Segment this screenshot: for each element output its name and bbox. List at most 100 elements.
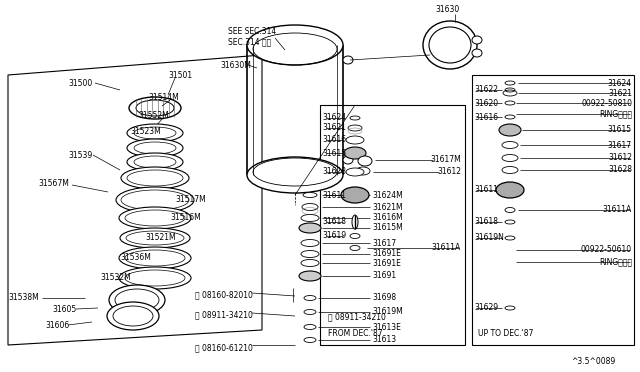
Ellipse shape bbox=[301, 215, 319, 221]
Ellipse shape bbox=[356, 167, 370, 175]
Text: 31532M: 31532M bbox=[100, 273, 131, 282]
Text: 31698: 31698 bbox=[372, 294, 396, 302]
Ellipse shape bbox=[350, 116, 360, 120]
Text: 31691E: 31691E bbox=[372, 250, 401, 259]
Ellipse shape bbox=[505, 81, 515, 85]
Ellipse shape bbox=[301, 240, 319, 247]
Ellipse shape bbox=[472, 36, 482, 44]
Text: 31620: 31620 bbox=[474, 99, 498, 108]
Ellipse shape bbox=[299, 271, 321, 281]
Text: 31616: 31616 bbox=[474, 112, 498, 122]
Ellipse shape bbox=[116, 187, 194, 213]
Ellipse shape bbox=[120, 228, 190, 248]
Text: 31615M: 31615M bbox=[372, 224, 403, 232]
Ellipse shape bbox=[301, 260, 319, 266]
Text: 31624: 31624 bbox=[322, 113, 346, 122]
Text: FROM DEC.'87: FROM DEC.'87 bbox=[328, 328, 383, 337]
Text: 31536M: 31536M bbox=[120, 253, 151, 263]
Ellipse shape bbox=[505, 236, 515, 240]
Ellipse shape bbox=[127, 124, 183, 142]
Ellipse shape bbox=[127, 139, 183, 157]
Ellipse shape bbox=[343, 56, 353, 64]
Text: 31615: 31615 bbox=[608, 125, 632, 135]
Text: 31500: 31500 bbox=[68, 78, 92, 87]
Text: 31523M: 31523M bbox=[130, 128, 161, 137]
Ellipse shape bbox=[109, 285, 165, 315]
Text: UP TO DEC.'87: UP TO DEC.'87 bbox=[478, 328, 533, 337]
Text: 31606: 31606 bbox=[45, 321, 69, 330]
Ellipse shape bbox=[303, 192, 317, 198]
Text: 31618: 31618 bbox=[322, 218, 346, 227]
Ellipse shape bbox=[341, 187, 369, 203]
Text: 31611A: 31611A bbox=[432, 244, 461, 253]
Ellipse shape bbox=[121, 167, 189, 189]
Text: Ⓑ 08160-82010: Ⓑ 08160-82010 bbox=[195, 291, 253, 299]
Text: Ⓑ 08160-61210: Ⓑ 08160-61210 bbox=[195, 343, 253, 353]
Text: SEE SEC.314: SEE SEC.314 bbox=[228, 28, 276, 36]
Ellipse shape bbox=[505, 188, 515, 192]
Text: 31612: 31612 bbox=[608, 154, 632, 163]
Ellipse shape bbox=[505, 306, 515, 310]
Text: 31613: 31613 bbox=[372, 336, 396, 344]
Text: Ⓝ 08911-34210: Ⓝ 08911-34210 bbox=[328, 312, 386, 321]
Ellipse shape bbox=[496, 182, 524, 198]
Text: 31539: 31539 bbox=[68, 151, 92, 160]
Ellipse shape bbox=[423, 21, 477, 69]
Text: 31616: 31616 bbox=[322, 135, 346, 144]
Ellipse shape bbox=[127, 153, 183, 171]
Bar bbox=[320, 105, 465, 345]
Text: 31628: 31628 bbox=[322, 167, 346, 176]
Text: 31611: 31611 bbox=[322, 190, 346, 199]
Ellipse shape bbox=[304, 310, 316, 314]
Ellipse shape bbox=[299, 223, 321, 233]
Ellipse shape bbox=[505, 101, 515, 105]
Ellipse shape bbox=[502, 154, 518, 161]
Text: 31567M: 31567M bbox=[38, 179, 69, 187]
Ellipse shape bbox=[304, 324, 316, 330]
Ellipse shape bbox=[247, 25, 343, 65]
Ellipse shape bbox=[301, 250, 319, 257]
Text: 31624M: 31624M bbox=[372, 190, 403, 199]
Text: 31501: 31501 bbox=[168, 71, 192, 80]
Text: 31619M: 31619M bbox=[372, 308, 403, 317]
Text: 31619N: 31619N bbox=[474, 234, 504, 243]
Ellipse shape bbox=[505, 88, 515, 92]
Ellipse shape bbox=[119, 207, 191, 229]
Text: 31628: 31628 bbox=[608, 166, 632, 174]
Ellipse shape bbox=[358, 156, 372, 166]
Text: 31629: 31629 bbox=[474, 304, 498, 312]
Text: SEC.314 参照: SEC.314 参照 bbox=[228, 38, 271, 46]
Ellipse shape bbox=[346, 168, 364, 176]
Text: 31615: 31615 bbox=[322, 148, 346, 157]
Ellipse shape bbox=[502, 141, 518, 148]
Ellipse shape bbox=[352, 215, 358, 229]
Text: 00922-50810: 00922-50810 bbox=[581, 99, 632, 108]
Ellipse shape bbox=[350, 246, 360, 250]
Text: RINGリング: RINGリング bbox=[599, 109, 632, 119]
Text: 31613E: 31613E bbox=[372, 323, 401, 331]
Ellipse shape bbox=[499, 124, 521, 136]
Text: Ⓝ 08911-34210: Ⓝ 08911-34210 bbox=[195, 311, 253, 320]
Ellipse shape bbox=[346, 136, 364, 144]
Text: 31611: 31611 bbox=[474, 186, 498, 195]
Text: 31630: 31630 bbox=[435, 6, 460, 15]
Ellipse shape bbox=[247, 157, 343, 193]
Text: 00922-50610: 00922-50610 bbox=[581, 246, 632, 254]
Ellipse shape bbox=[505, 115, 515, 119]
Text: 31611A: 31611A bbox=[603, 205, 632, 215]
Text: 31617: 31617 bbox=[372, 238, 396, 247]
Text: 31621: 31621 bbox=[322, 124, 346, 132]
Text: 31538M: 31538M bbox=[8, 294, 39, 302]
Text: 31516M: 31516M bbox=[170, 214, 201, 222]
Text: 31514M: 31514M bbox=[148, 93, 179, 103]
Ellipse shape bbox=[343, 156, 353, 164]
Text: RINGリング: RINGリング bbox=[599, 257, 632, 266]
Text: 31617M: 31617M bbox=[430, 155, 461, 164]
Text: 31617: 31617 bbox=[608, 141, 632, 150]
Ellipse shape bbox=[119, 267, 191, 289]
Text: 31691E: 31691E bbox=[372, 259, 401, 267]
Text: 31618: 31618 bbox=[474, 218, 498, 227]
Ellipse shape bbox=[119, 247, 191, 269]
Text: 31612: 31612 bbox=[437, 167, 461, 176]
Text: 31616M: 31616M bbox=[372, 214, 403, 222]
